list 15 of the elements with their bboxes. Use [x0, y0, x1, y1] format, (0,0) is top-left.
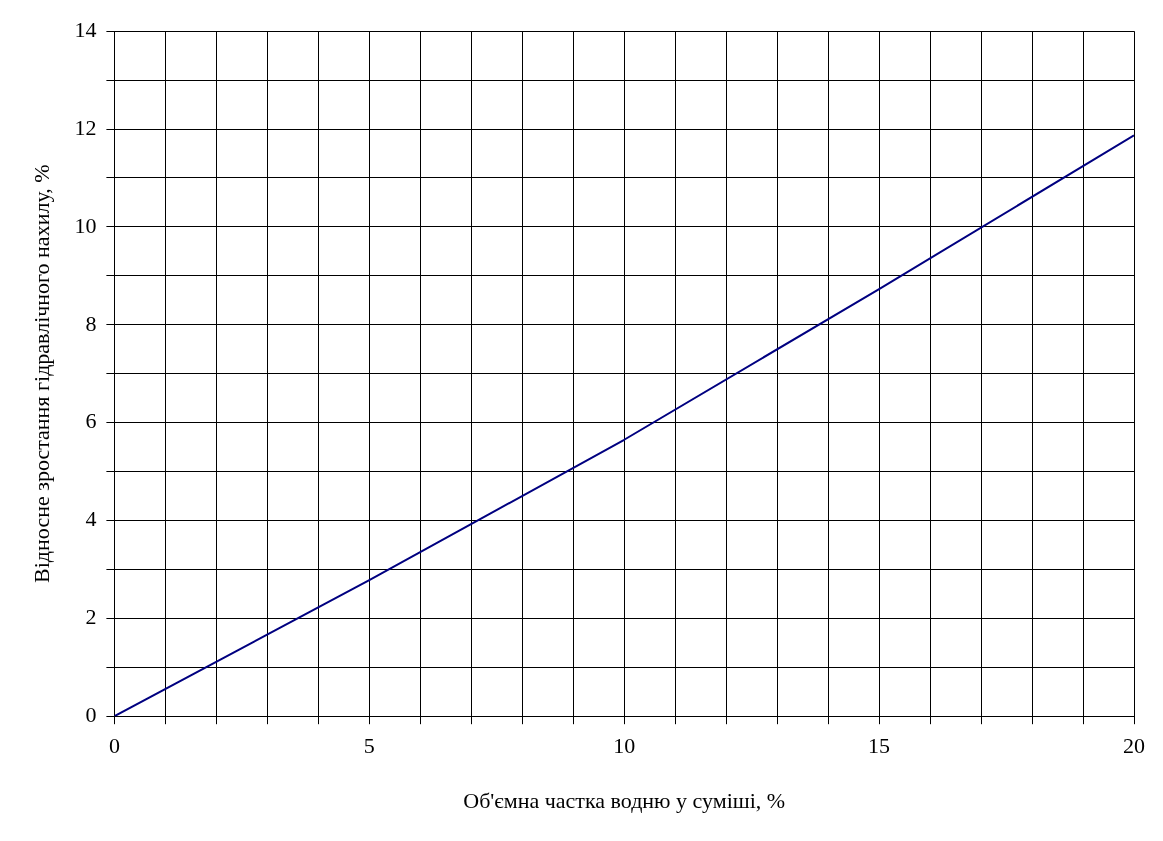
y-tick-label: 2 [85, 604, 97, 630]
y-tick-label: 6 [85, 408, 97, 434]
y-tick-label: 8 [85, 310, 97, 336]
x-tick-label: 10 [613, 733, 636, 759]
x-tick-label: 20 [1123, 733, 1145, 759]
x-tick-label: 0 [108, 733, 120, 759]
y-tick-label: 0 [85, 701, 97, 727]
y-tick-label: 10 [74, 212, 97, 238]
y-tick-label: 14 [74, 16, 97, 42]
x-tick-label: 15 [868, 733, 891, 759]
y-tick-label: 4 [85, 506, 97, 532]
y-axis-title: Відносне зростання гідравлічного нахилу, % [28, 164, 54, 583]
y-tick-label: 12 [74, 114, 97, 140]
x-axis-title: Об'ємна частка водню у суміші, % [463, 787, 786, 813]
x-tick-label: 5 [363, 733, 375, 759]
